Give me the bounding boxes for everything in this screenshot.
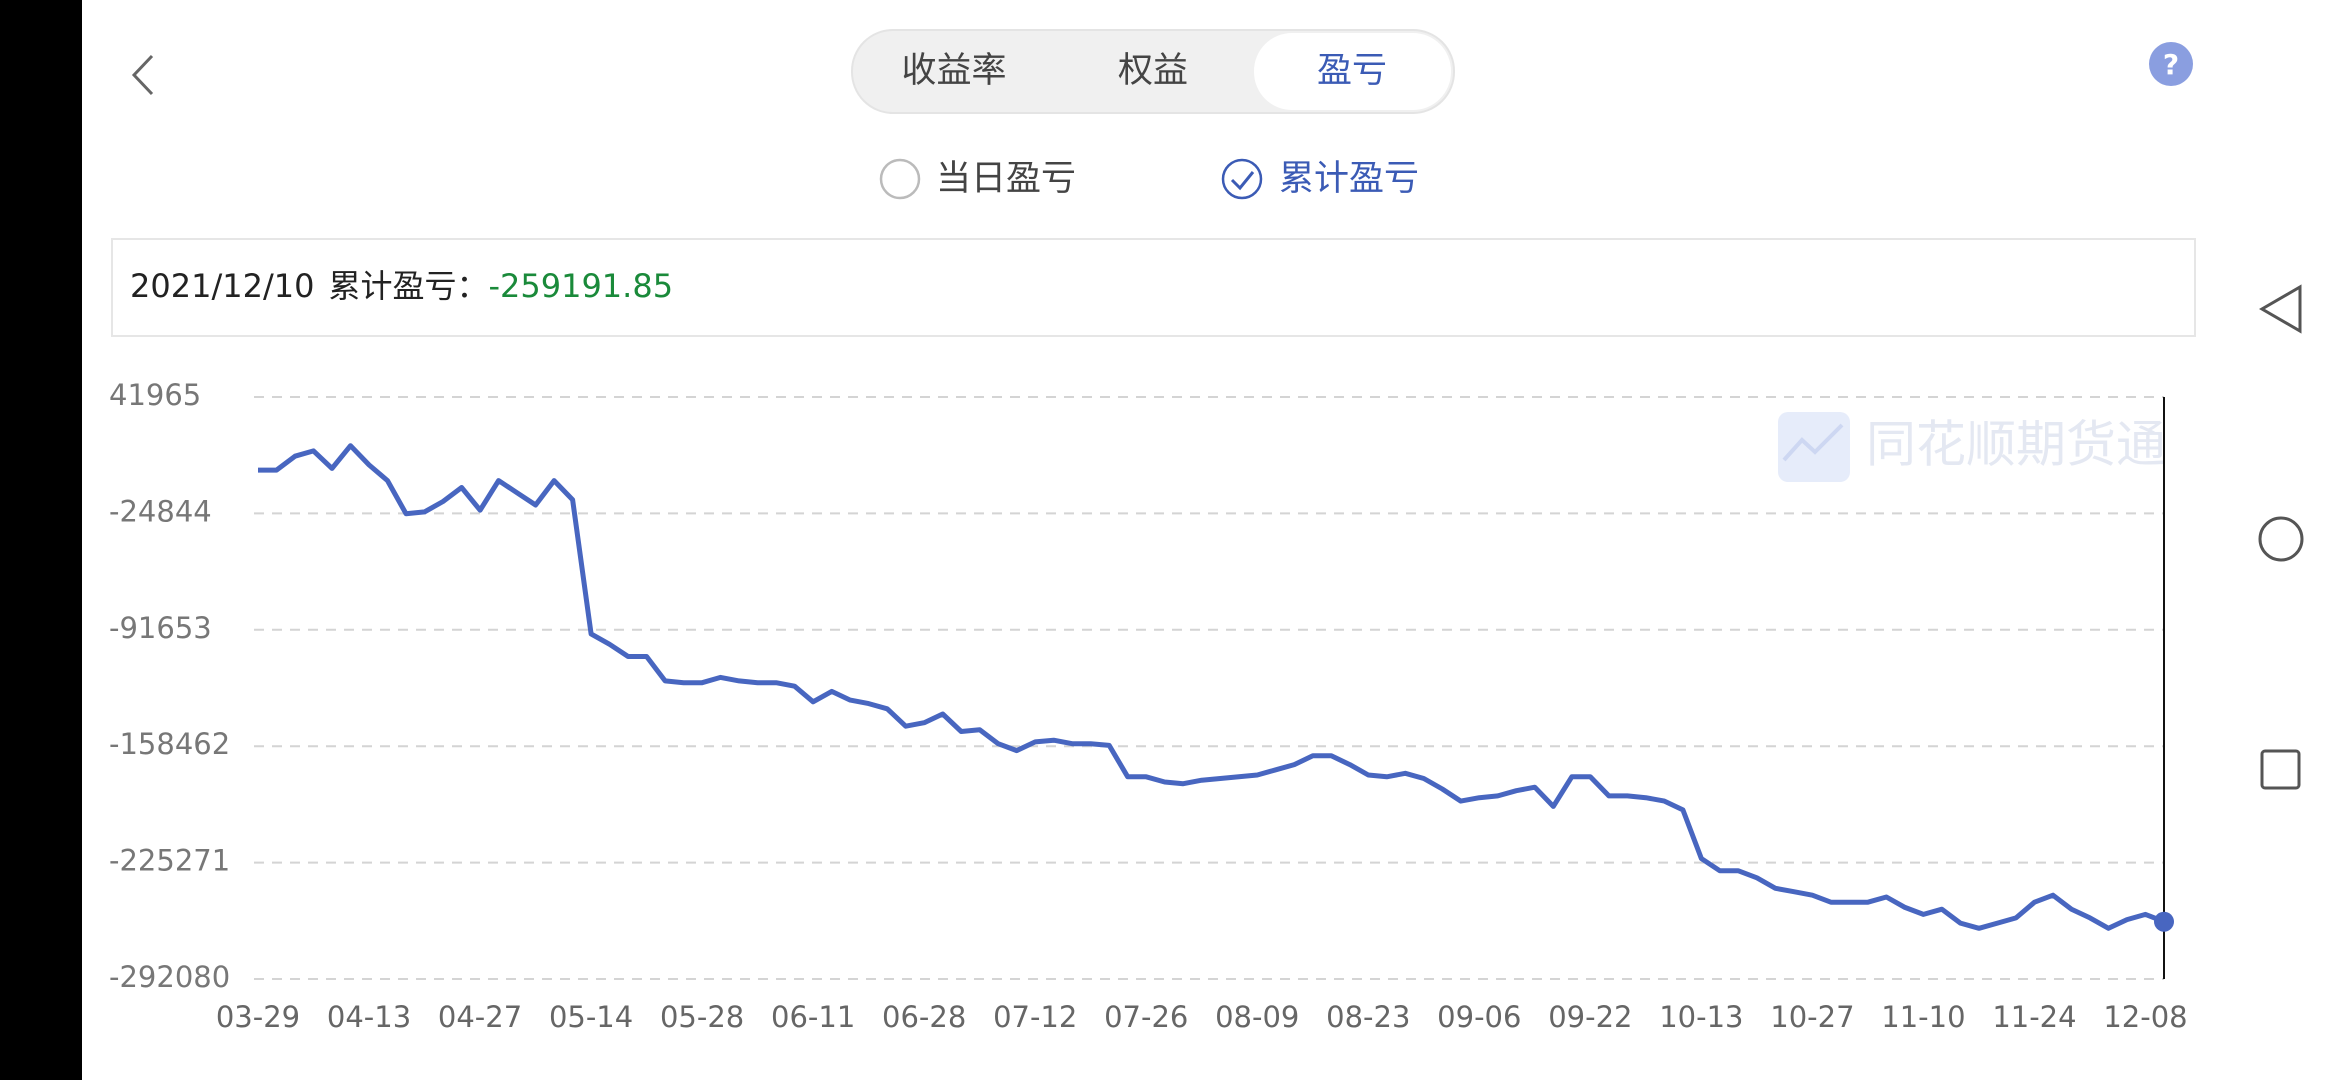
- x-tick-label: 07-26: [1104, 1000, 1188, 1034]
- info-value: -259191.85: [488, 267, 673, 305]
- x-tick-label: 08-09: [1215, 1000, 1299, 1034]
- info-label: 累计盈亏：: [328, 267, 488, 305]
- left-edge: [0, 0, 82, 1080]
- x-tick-label: 05-14: [549, 1000, 633, 1034]
- x-tick-label: 03-29: [216, 1000, 300, 1034]
- x-tick-label: 10-13: [1659, 1000, 1743, 1034]
- x-tick-label: 04-27: [438, 1000, 522, 1034]
- y-tick-label: -292080: [109, 960, 230, 994]
- watermark-logo-line: [1782, 423, 1844, 462]
- watermark-logo: [1778, 412, 1850, 482]
- selected-tab-bg: [1254, 33, 1451, 110]
- cursor-point: [2154, 911, 2174, 932]
- x-tick-label: 05-28: [660, 1000, 744, 1034]
- x-tick-label: 09-22: [1548, 1000, 1632, 1034]
- x-tick-label: 10-27: [1770, 1000, 1854, 1034]
- x-tick-label: 06-28: [882, 1000, 966, 1034]
- nav-back[interactable]: [2259, 284, 2302, 334]
- x-tick-label: 08-23: [1326, 1000, 1410, 1034]
- chart: 41965 -24844 -91653 -158462 -225271 -292080 03…: [109, 378, 2188, 1034]
- y-tick-label: -225271: [109, 844, 230, 878]
- tab[interactable]: 盈亏: [1317, 51, 1387, 91]
- x-tick-label: 11-10: [1881, 1000, 1965, 1034]
- y-tick-label: -24844: [109, 494, 212, 528]
- x-tick-label: 06-11: [771, 1000, 855, 1034]
- watermark: 同花顺期货通: [1866, 416, 2166, 474]
- tab[interactable]: 收益率: [901, 51, 1006, 91]
- y-tick-label: 41965: [109, 378, 201, 412]
- radio-checked[interactable]: [1221, 158, 1263, 200]
- y-tick-label: -158462: [109, 727, 230, 761]
- x-tick-label: 11-24: [1992, 1000, 2076, 1034]
- info-box: [111, 238, 2196, 337]
- x-tick-label: 07-12: [993, 1000, 1077, 1034]
- x-tick-label: 12-08: [2103, 1000, 2187, 1034]
- back-button[interactable]: [131, 54, 154, 96]
- option-label[interactable]: 当日盈亏: [936, 159, 1076, 199]
- tab[interactable]: 权益: [1118, 51, 1188, 91]
- help-icon: ?: [2163, 48, 2179, 81]
- nav-home[interactable]: [2258, 516, 2304, 562]
- x-tick-label: 09-06: [1437, 1000, 1521, 1034]
- y-tick-label: -91653: [109, 611, 212, 645]
- help-button[interactable]: [2149, 42, 2193, 86]
- radio[interactable]: [879, 158, 921, 200]
- x-tick-label: 04-13: [327, 1000, 411, 1034]
- info-date: 2021/12/10: [130, 267, 314, 305]
- line-series: [258, 443, 2165, 931]
- info-line: 2021/12/10 累计盈亏：-259191.85: [130, 267, 673, 305]
- option-label[interactable]: 累计盈亏: [1279, 159, 1419, 199]
- nav-recent[interactable]: [2260, 749, 2301, 790]
- check-mark: [1230, 171, 1255, 191]
